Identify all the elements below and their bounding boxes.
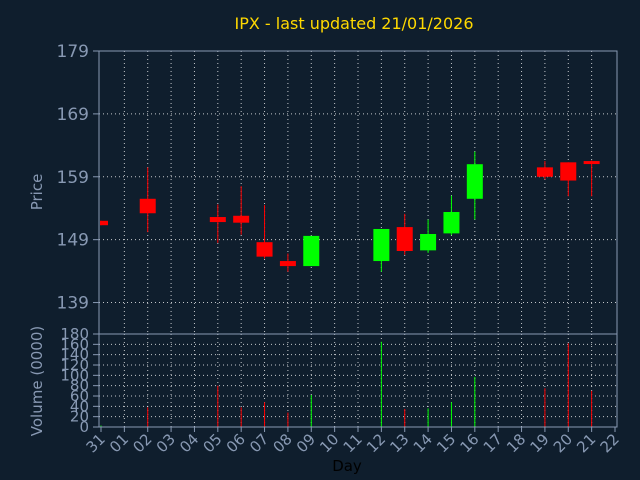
price-tick-label: 169	[57, 105, 89, 125]
x-tick-label: 13	[386, 430, 412, 456]
x-tick-label: 10	[316, 430, 342, 456]
candle-body	[233, 215, 250, 223]
volume-plot-frame	[98, 333, 618, 428]
candle-body	[209, 217, 226, 223]
candle-body	[373, 228, 390, 262]
x-tick-label: 16	[456, 430, 482, 456]
candle-body	[256, 242, 273, 257]
x-tick-label: 06	[223, 430, 249, 456]
volume-tick-label: 120	[60, 356, 89, 374]
price-tick-label: 149	[57, 231, 89, 251]
candle-body	[100, 220, 108, 226]
candle-body	[583, 161, 600, 165]
volume-tick-label: 40	[70, 397, 89, 415]
x-axis-label: Day	[332, 457, 362, 475]
x-tick-label: 08	[270, 430, 296, 456]
x-tick-label: 18	[503, 430, 529, 456]
x-tick-label: 21	[573, 430, 599, 456]
x-tick-label: 05	[199, 430, 225, 456]
volume-tick-label: 80	[70, 377, 89, 395]
volume-grid	[99, 334, 617, 427]
volume-tick-label: 0	[79, 418, 89, 436]
x-tick-label: 15	[433, 430, 459, 456]
price-axis-label: Price	[28, 174, 46, 211]
x-tick-label: 14	[410, 430, 436, 456]
x-tick-label: 11	[340, 430, 366, 456]
x-tick-label: 19	[527, 430, 553, 456]
candle-body	[466, 164, 483, 199]
candle-body	[139, 198, 156, 214]
price-grid	[99, 51, 617, 334]
volume-axis-label: Volume (0000)	[28, 326, 46, 436]
x-tick-label: 04	[176, 430, 202, 456]
price-y-axis: 139 149 159 169 179	[57, 42, 99, 314]
volume-tick-label: 180	[60, 325, 89, 343]
volume-tick-label: 60	[70, 387, 89, 405]
x-tick-label: 20	[550, 430, 576, 456]
volume-tick-label: 160	[60, 335, 89, 353]
chart-title: IPX - last updated 21/01/2026	[234, 14, 473, 33]
x-tick-label: 01	[106, 430, 132, 456]
price-tick-label: 159	[57, 168, 89, 188]
candle-body	[536, 167, 553, 177]
candle-body	[396, 227, 413, 251]
x-tick-label: 22	[597, 430, 623, 456]
volume-tick-label: 100	[60, 366, 89, 384]
volume-bars	[100, 341, 593, 427]
day-x-axis: 3101020304050607080910111213141516171819…	[83, 427, 623, 456]
x-tick-label: 12	[363, 430, 389, 456]
volume-tick-label: 140	[60, 346, 89, 364]
x-tick-label: 17	[480, 430, 506, 456]
x-tick-label: 07	[246, 430, 272, 456]
candle-body	[279, 261, 296, 267]
price-tick-label: 139	[57, 294, 89, 314]
price-tick-label: 179	[57, 42, 89, 62]
price-candles	[100, 151, 600, 272]
x-tick-label: 09	[293, 430, 319, 456]
x-tick-label: 03	[153, 430, 179, 456]
candle-body	[303, 235, 320, 267]
candle-body	[420, 234, 437, 251]
candle-body	[443, 211, 460, 234]
candle-body	[560, 162, 577, 181]
volume-tick-label: 20	[70, 408, 89, 426]
x-tick-label: 02	[129, 430, 155, 456]
